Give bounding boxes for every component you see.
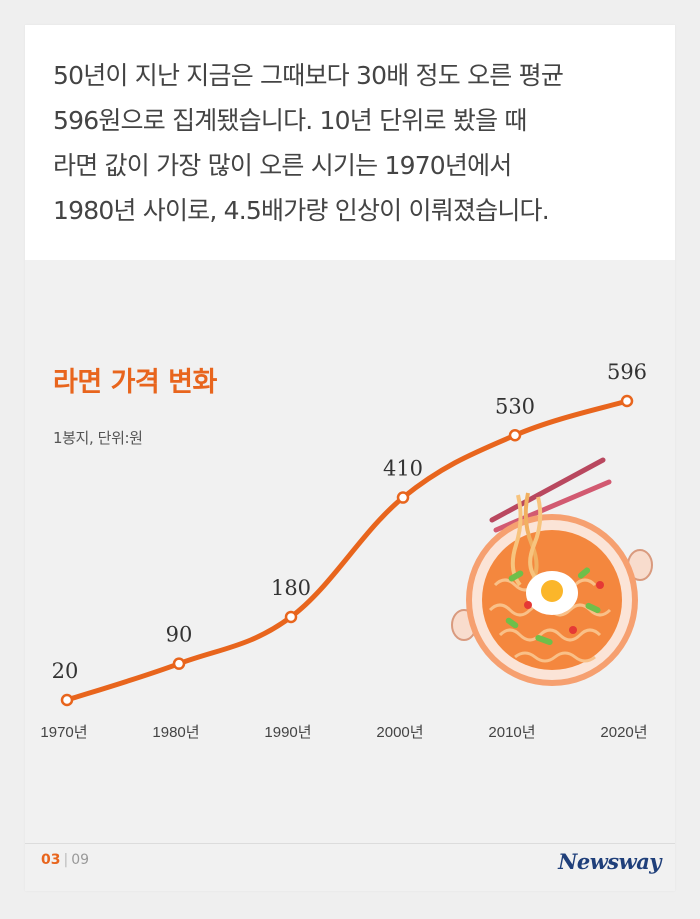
x-tick-label: 1980년: [152, 724, 199, 741]
data-point: [172, 657, 186, 670]
page-current: 03: [41, 852, 61, 868]
page-indicator: 03 | 09: [41, 852, 89, 868]
x-tick-label: 2000년: [376, 724, 423, 741]
x-tick-label: 2010년: [488, 724, 535, 741]
paragraph-line: 50년이 지난 지금은 그때보다 30배 정도 오른 평균: [53, 61, 564, 90]
chart-plot-area: 20 1970년 90 1980년 180 1990년 410 2000년 530 2010년 59…: [40, 360, 647, 741]
text-panel: 50년이 지난 지금은 그때보다 30배 정도 오른 평균 596원으로 집계됐…: [25, 25, 675, 260]
paragraph-line: 596원으로 집계됐습니다. 10년 단위로 봤을 때: [53, 106, 527, 135]
data-point: [284, 610, 298, 624]
x-tick-label: 1970년: [40, 724, 87, 741]
data-point: [508, 429, 522, 442]
chart-title: 라면 가격 변화: [53, 367, 217, 398]
data-label: 20: [52, 659, 79, 683]
data-label: 530: [495, 394, 535, 418]
newsway-logo[interactable]: Newsway: [558, 849, 661, 874]
paragraph-line: 라면 값이 가장 많이 오른 시기는 1970년에서: [53, 151, 512, 180]
data-label: 410: [383, 457, 423, 481]
page-total: 09: [71, 852, 90, 868]
data-label: 596: [607, 360, 647, 384]
line-chart: 20 1970년 90 1980년 180 1990년 410 2000년 530 2010년 59…: [40, 360, 653, 741]
paragraph-line: 1980년 사이로, 4.5배가량 인상이 이뤄졌습니다.: [53, 196, 550, 225]
data-point: [620, 394, 634, 408]
data-label: 90: [166, 623, 193, 647]
x-tick-label: 2020년: [600, 724, 647, 741]
x-tick-label: 1990년: [264, 724, 311, 741]
data-point: [60, 693, 74, 707]
footer-divider: [25, 843, 675, 844]
data-point: [396, 491, 410, 504]
chart-unit-note: 1봉지, 단위:원: [53, 429, 143, 447]
data-label: 180: [271, 576, 311, 600]
infographic-card: 50년이 지난 지금은 그때보다 30배 정도 오른 평균 596원으로 집계됐…: [25, 25, 675, 891]
page-separator: |: [63, 852, 69, 868]
ramen-bowl-illustration: [451, 457, 653, 686]
description-paragraph: 50년이 지난 지금은 그때보다 30배 정도 오른 평균 596원으로 집계됐…: [53, 53, 653, 233]
